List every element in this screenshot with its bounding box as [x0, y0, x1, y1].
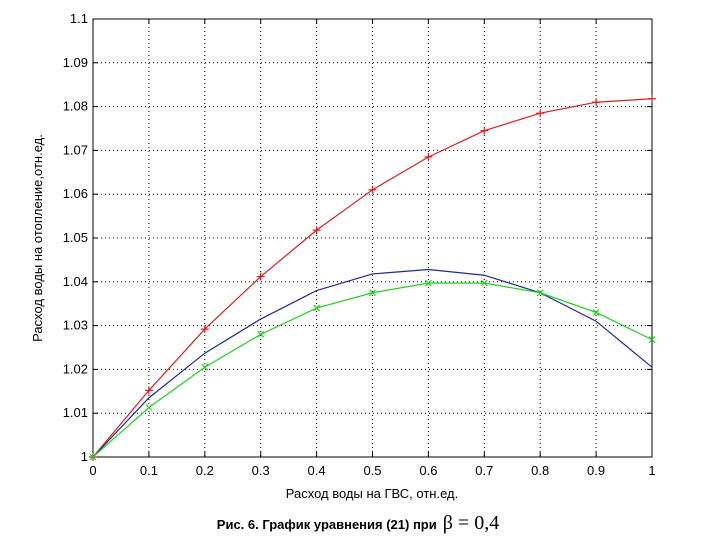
- x-tick-label: 0.5: [363, 463, 381, 478]
- x-tick-label: 0.8: [531, 463, 549, 478]
- y-tick-label: 1.07: [63, 142, 88, 157]
- series-1-point: [144, 386, 153, 395]
- x-axis-label: Расход воды на ГВС, отн.ед.: [286, 486, 458, 501]
- series-1-point: [424, 152, 433, 161]
- x-tick-label: 0.1: [140, 463, 158, 478]
- y-tick-label: 1.06: [63, 186, 88, 201]
- series-1-point: [312, 226, 321, 235]
- series-3-point: [480, 279, 488, 287]
- y-tick-label: 1.08: [63, 99, 88, 114]
- series-1-point: [200, 325, 209, 334]
- y-tick-label: 1.1: [70, 11, 88, 26]
- series-3-point: [424, 279, 432, 287]
- x-tick-label: 0.7: [475, 463, 493, 478]
- y-tick-label: 1: [81, 449, 88, 464]
- series-line-2: [92, 268, 653, 458]
- y-tick-label: 1.02: [63, 361, 88, 376]
- chart: 0 0.1 0.2 0.3 0.4 0.5 0.6 0.7 0.8 0.9 1 1 1.01 1.02 1.…: [30, 11, 656, 501]
- x-tick-label: 0: [89, 463, 96, 478]
- axis-ticks: 0 0.1 0.2 0.3 0.4 0.5 0.6 0.7 0.8 0.9 1 1 1.01 1.02 1.…: [63, 11, 656, 478]
- x-tick-label: 0.4: [308, 463, 326, 478]
- series-3-point: [257, 330, 265, 338]
- series-3-point: [592, 309, 600, 316]
- caption-text: Рис. 6. График уравнения (21) при: [216, 517, 437, 532]
- series-1-point: [256, 272, 265, 281]
- x-tick-label: 0.2: [196, 463, 214, 478]
- x-tick-label: 0.6: [419, 463, 437, 478]
- series-1-point: [536, 109, 545, 118]
- y-tick-label: 1.03: [63, 318, 88, 333]
- plot-frame: [92, 18, 653, 458]
- series-3-point: [536, 289, 544, 297]
- series-3-point: [313, 304, 321, 312]
- series-3-point: [89, 453, 97, 461]
- series-3-point: [145, 404, 153, 411]
- series-1-point: [480, 126, 489, 135]
- figure-caption: Рис. 6. График уравнения (21) при β = 0,4: [0, 512, 716, 535]
- caption-formula: β = 0,4: [442, 512, 500, 534]
- x-tick-label: 0.3: [252, 463, 270, 478]
- x-tick-label: 0.9: [587, 463, 605, 478]
- series-group: [89, 94, 656, 461]
- series-3-point: [648, 336, 656, 344]
- y-axis-label: Расход воды на отопление,отн.ед.: [30, 134, 45, 342]
- series-1-point: [648, 94, 656, 103]
- y-tick-label: 1.04: [63, 274, 88, 289]
- x-tick-label: 1: [648, 463, 655, 478]
- series-1-point: [368, 185, 377, 194]
- series-3-point: [201, 363, 209, 371]
- y-tick-label: 1.09: [63, 55, 88, 70]
- y-tick-label: 1.01: [63, 405, 88, 420]
- series-1-point: [592, 98, 601, 107]
- y-tick-label: 1.05: [63, 230, 88, 245]
- series-3-point: [369, 289, 376, 297]
